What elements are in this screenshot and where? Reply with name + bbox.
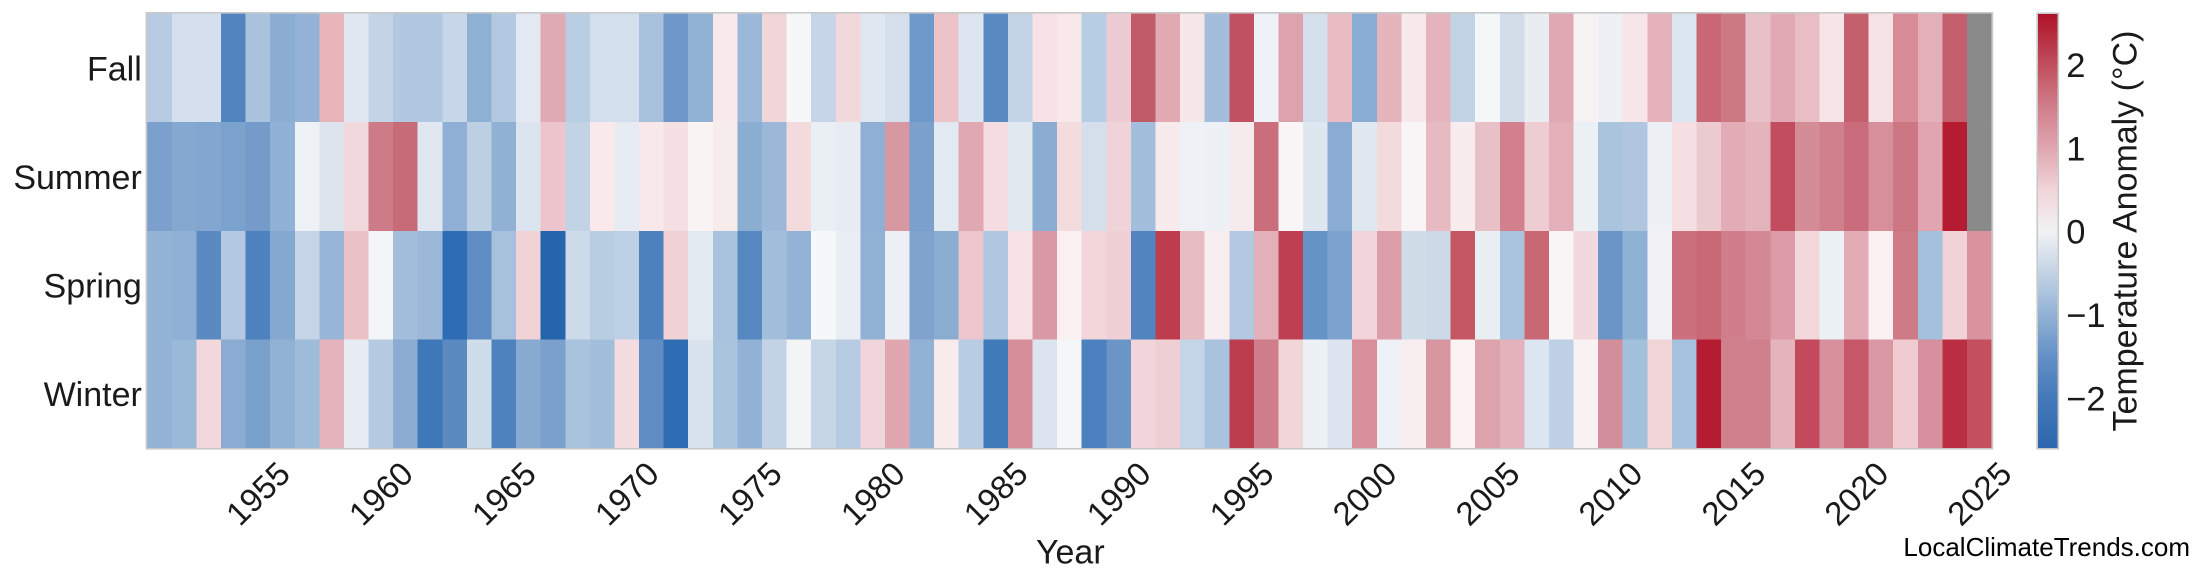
svg-text:Winter: Winter xyxy=(44,376,142,414)
svg-text:Summer: Summer xyxy=(13,159,141,197)
svg-text:−1: −1 xyxy=(2066,297,2105,335)
svg-text:Fall: Fall xyxy=(87,50,142,88)
svg-text:−2: −2 xyxy=(2066,380,2105,418)
svg-text:Temperature Anomaly (°C): Temperature Anomaly (°C) xyxy=(2107,31,2145,432)
svg-text:1: 1 xyxy=(2066,130,2085,168)
svg-text:0: 0 xyxy=(2066,214,2085,252)
svg-text:2: 2 xyxy=(2066,47,2085,85)
svg-text:Year: Year xyxy=(1036,533,1105,571)
svg-text:LocalClimateTrends.com: LocalClimateTrends.com xyxy=(1903,532,2190,562)
svg-text:Spring: Spring xyxy=(44,267,142,305)
